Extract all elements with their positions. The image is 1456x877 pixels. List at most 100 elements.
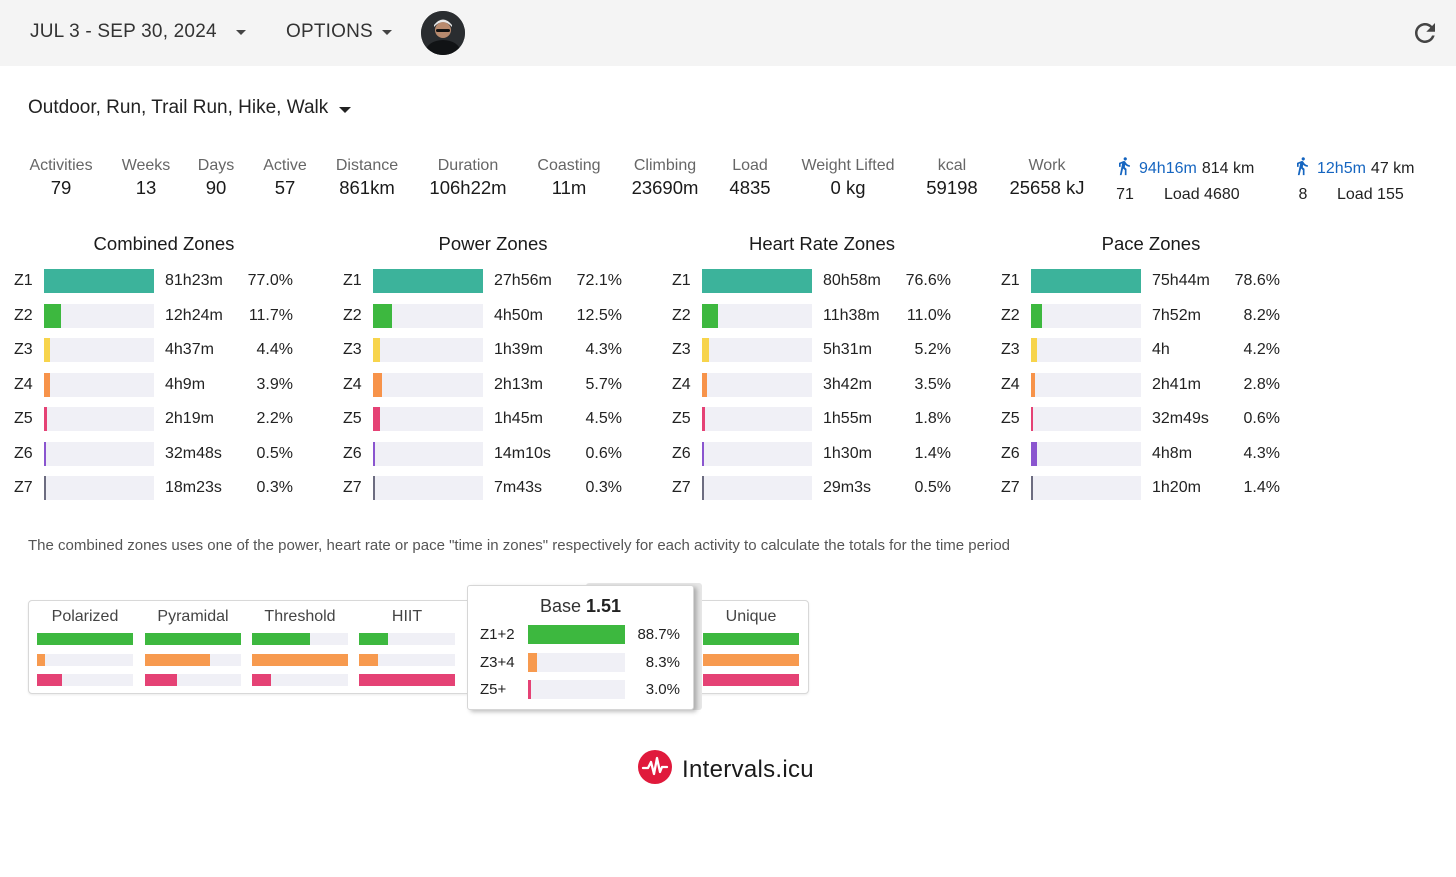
zone-time: 29m3s bbox=[823, 479, 872, 496]
model-bar-track bbox=[145, 674, 241, 686]
zone-percent: 0.6% bbox=[1243, 410, 1280, 427]
refresh-icon[interactable] bbox=[1410, 18, 1440, 48]
model-bar-track bbox=[37, 674, 133, 686]
options-dropdown[interactable]: OPTIONS bbox=[286, 21, 392, 43]
zone-bar-track bbox=[702, 303, 812, 328]
zone-bar-track bbox=[44, 476, 154, 500]
tooltip-percent: 3.0% bbox=[645, 681, 680, 698]
model-name: Threshold bbox=[264, 608, 336, 625]
stat-label: Active bbox=[263, 157, 307, 174]
zone-row: Z5 1h45m 4.5% bbox=[343, 407, 638, 431]
model-bar bbox=[37, 653, 45, 666]
model-bar bbox=[703, 633, 799, 645]
zone-label: Z3 bbox=[14, 341, 33, 358]
zone-row: Z6 4h8m 4.3% bbox=[1001, 441, 1296, 466]
stat-value: 4835 bbox=[729, 177, 771, 198]
zone-bar bbox=[44, 372, 50, 397]
model-bar bbox=[359, 653, 379, 666]
zone-bar bbox=[702, 303, 718, 328]
sport-summary-run[interactable]: 94h16m 814 km 71 Load 4680 bbox=[1114, 156, 1254, 205]
zone-bar bbox=[702, 338, 710, 362]
stat-value: 59198 bbox=[926, 177, 978, 198]
stat-value: 0 kg bbox=[830, 177, 866, 198]
tooltip-bar bbox=[528, 625, 625, 644]
sport-summary-walk[interactable]: 12h5m 47 km 8 Load 155 bbox=[1292, 156, 1415, 205]
stat-label: Distance bbox=[335, 157, 399, 174]
zone-time: 5h31m bbox=[823, 341, 872, 358]
model-bar-track bbox=[359, 633, 455, 645]
tooltip-bar-track bbox=[528, 680, 625, 699]
zone-label: Z4 bbox=[14, 375, 33, 393]
zone-label: Z7 bbox=[343, 479, 362, 496]
tooltip-zone-label: Z5+ bbox=[480, 681, 507, 698]
zone-percent: 2.8% bbox=[1243, 375, 1280, 393]
brand-footer[interactable]: Intervals.icu bbox=[638, 750, 814, 789]
date-range-dropdown[interactable]: JUL 3 - SEP 30, 2024 bbox=[30, 21, 246, 43]
zone-bar-track bbox=[44, 441, 154, 466]
model-bar bbox=[252, 653, 348, 666]
zone-row: Z1 81h23m 77.0% bbox=[14, 269, 309, 293]
zone-time: 80h58m bbox=[823, 272, 881, 289]
zone-bar-track bbox=[373, 476, 483, 500]
zone-percent: 2.2% bbox=[256, 410, 293, 427]
zone-row: Z5 2h19m 2.2% bbox=[14, 407, 309, 431]
chevron-down-icon bbox=[235, 29, 246, 35]
model-name: HIIT bbox=[391, 608, 423, 625]
zone-label: Z3 bbox=[343, 341, 362, 358]
zone-bar bbox=[44, 303, 61, 328]
activity-type-label: Outdoor, Run, Trail Run, Hike, Walk bbox=[28, 97, 329, 118]
zone-label: Z5 bbox=[14, 410, 33, 427]
zone-percent: 11.7% bbox=[248, 306, 293, 324]
stat-8: Load 4835 bbox=[729, 156, 770, 201]
tooltip-bar bbox=[528, 652, 538, 672]
tooltip-zone-label: Z3+4 bbox=[480, 653, 515, 671]
zone-bar bbox=[1031, 338, 1037, 362]
model-bar-track bbox=[252, 633, 348, 645]
tooltip-bar-track bbox=[528, 652, 625, 672]
model-bar bbox=[359, 674, 455, 686]
distribution-tooltip: Base 1.51 Z1+2 88.7% Z3+4 8.3% Z5+ 3.0% bbox=[467, 585, 694, 710]
model-bar-track bbox=[703, 653, 799, 666]
stat-label: Activities bbox=[29, 157, 93, 174]
model-bar bbox=[703, 653, 799, 666]
zone-time: 7h52m bbox=[1152, 306, 1201, 324]
zone-row: Z2 12h24m 11.7% bbox=[14, 303, 309, 328]
stat-label: Weight Lifted bbox=[801, 157, 895, 174]
zone-row: Z1 80h58m 76.6% bbox=[672, 269, 967, 293]
zone-bar-track bbox=[1031, 338, 1141, 362]
zone-label: Z7 bbox=[672, 479, 691, 496]
zone-bar-track bbox=[373, 269, 483, 293]
zone-bar-track bbox=[44, 303, 154, 328]
stat-11: Work 25658 kJ bbox=[1009, 156, 1084, 201]
zone-label: Z6 bbox=[1001, 444, 1020, 462]
zone-time: 4h bbox=[1152, 341, 1170, 358]
zone-panel-title: Heart Rate Zones bbox=[748, 233, 895, 254]
model-bar bbox=[145, 674, 177, 686]
model-bar bbox=[37, 674, 62, 686]
zone-row: Z2 4h50m 12.5% bbox=[343, 303, 638, 328]
stat-6: Coasting 11m bbox=[537, 156, 600, 201]
model-bar-track bbox=[703, 633, 799, 645]
zone-label: Z6 bbox=[343, 444, 362, 462]
stat-label: kcal bbox=[937, 157, 967, 174]
zone-bar bbox=[44, 407, 48, 431]
stat-4: Distance 861km bbox=[336, 156, 398, 201]
zone-time: 81h23m bbox=[165, 272, 223, 289]
zone-bar bbox=[373, 338, 380, 362]
zone-time: 4h50m bbox=[494, 306, 543, 324]
zone-time: 3h42m bbox=[823, 375, 872, 393]
stat-value: 25658 kJ bbox=[1009, 177, 1085, 198]
zone-time: 2h13m bbox=[494, 375, 543, 393]
zone-panel-title: Combined Zones bbox=[93, 233, 235, 254]
walk-distance: 47 km bbox=[1370, 160, 1415, 177]
zone-percent: 0.5% bbox=[256, 444, 293, 462]
athlete-avatar[interactable] bbox=[421, 11, 465, 55]
activity-type-filter[interactable]: Outdoor, Run, Trail Run, Hike, Walk bbox=[28, 97, 352, 119]
tooltip-zone-label: Z1+2 bbox=[480, 626, 515, 643]
zone-bar-track bbox=[1031, 407, 1141, 431]
zone-percent: 1.8% bbox=[914, 410, 951, 427]
tooltip-title: Base 1.51 bbox=[539, 596, 622, 616]
zone-row: Z5 32m49s 0.6% bbox=[1001, 407, 1296, 431]
model-bar bbox=[703, 674, 799, 686]
zone-bar bbox=[373, 372, 382, 397]
